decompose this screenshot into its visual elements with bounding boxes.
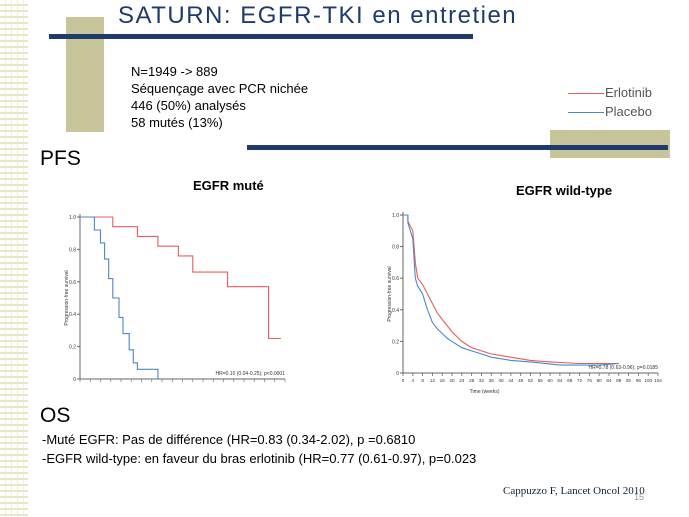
x-tick-label: 76: [587, 378, 593, 383]
y-tick-label: 0.6: [392, 276, 399, 282]
chart-legend: Erlotinib Placebo: [548, 82, 681, 130]
slide-title: SATURN: EGFR-TKI en entretien: [118, 2, 518, 29]
x-tick-label: 28: [469, 378, 475, 383]
y-tick-label: 0.4: [392, 308, 399, 314]
x-tick-label: 52: [528, 378, 534, 383]
x-tick-label: 88: [616, 378, 622, 383]
intro-block: N=1949 -> 889 Séquençage avec PCR nichée…: [131, 63, 308, 131]
legend-item-placebo: Placebo: [548, 103, 681, 121]
x-tick-label: 80: [597, 378, 603, 383]
y-tick-label: 0: [73, 377, 76, 383]
x-tick-label: 16: [440, 378, 446, 383]
legend-swatch-placebo: [568, 112, 604, 113]
pfs-heading: PFS: [40, 147, 81, 170]
os-result-wildtype: -EGFR wild-type: en faveur du bras erlot…: [42, 451, 477, 466]
x-tick-label: 8: [421, 378, 424, 383]
x-tick-label: 92: [626, 378, 632, 383]
km-curve-placebo: [80, 216, 159, 379]
x-tick-label: 60: [548, 378, 554, 383]
y-tick-label: 0: [396, 371, 399, 377]
intro-line: Séquençage avec PCR nichée: [131, 81, 309, 96]
x-tick-label: 48: [518, 378, 524, 383]
y-tick-label: 0.8: [69, 247, 76, 253]
chart-title-wildtype: EGFR wild-type: [516, 183, 613, 198]
citation: Cappuzzo F, Lancet Oncol 2010: [503, 485, 645, 497]
x-tick-label: 84: [606, 378, 612, 383]
y-tick-label: 0.6: [69, 280, 76, 286]
legend-label: Placebo: [605, 104, 652, 119]
page-number: 15: [634, 492, 645, 502]
y-tick-label: 0.2: [392, 339, 399, 345]
km-chart-wildtype: 0 0.2 0.4 0.6 0.8 1.0 Progression-free surviva…: [387, 212, 662, 395]
x-tick-label: 20: [449, 378, 455, 383]
x-tick-label: 100: [644, 378, 652, 383]
hr-annotation: HR=0.10 (0.04-0.25); p<0.0001: [216, 371, 286, 377]
x-tick-label: 4: [412, 378, 415, 383]
km-curve-placebo: [403, 214, 619, 366]
chart-title-mutant: EGFR muté: [193, 178, 264, 193]
x-tick-label: 0: [402, 378, 405, 383]
x-tick-label: 68: [567, 378, 573, 383]
y-tick-label: 1.0: [392, 213, 399, 219]
km-chart-mutant: 0 0.2 0.4 0.6 0.8 1.0 Progression-free surviva…: [64, 214, 286, 383]
os-heading: OS: [40, 404, 71, 427]
km-curve-erlotinib: [403, 214, 619, 365]
legend-swatch-erlotinib: [568, 93, 604, 94]
intro-line: 446 (50%) analysés: [131, 98, 246, 113]
y-tick-label: 0.2: [69, 345, 76, 351]
left-stripe-overlay: [0, 0, 28, 517]
x-tick-label: 96: [636, 378, 642, 383]
x-tick-label: 24: [459, 378, 465, 383]
x-tick-label: 12: [430, 378, 436, 383]
y-axis-label: Progression-free survival: [64, 270, 70, 325]
legend-label: Erlotinib: [605, 85, 652, 100]
intro-line: N=1949 -> 889: [131, 64, 218, 79]
y-tick-label: 0.8: [392, 245, 399, 251]
section-divider-bar: [247, 145, 668, 150]
x-tick-label: 56: [538, 378, 544, 383]
x-axis-label: Time (weeks): [470, 389, 500, 395]
intro-line: 58 mutés (13%): [131, 115, 223, 130]
legend-item-erlotinib: Erlotinib: [548, 84, 681, 102]
x-tick-label: 32: [479, 378, 485, 383]
x-tick-label: 72: [577, 378, 583, 383]
os-result-mutant: -Muté EGFR: Pas de différence (HR=0.83 (…: [42, 432, 416, 447]
right-olive-block: [550, 130, 670, 158]
y-axis-label: Progression-free survival: [387, 266, 393, 321]
x-tick-label: 36: [489, 378, 495, 383]
title-underline-bar: [49, 34, 473, 39]
x-tick-label: 44: [508, 378, 514, 383]
km-curve-erlotinib: [80, 216, 281, 340]
hr-annotation: HR=0.78 (0.63-0.96); p=0.0185: [589, 365, 659, 371]
y-tick-label: 0.4: [69, 312, 76, 318]
y-tick-label: 1.0: [69, 215, 76, 221]
x-tick-label: 104: [654, 378, 662, 383]
x-tick-label: 40: [499, 378, 505, 383]
x-tick-label: 64: [557, 378, 563, 383]
